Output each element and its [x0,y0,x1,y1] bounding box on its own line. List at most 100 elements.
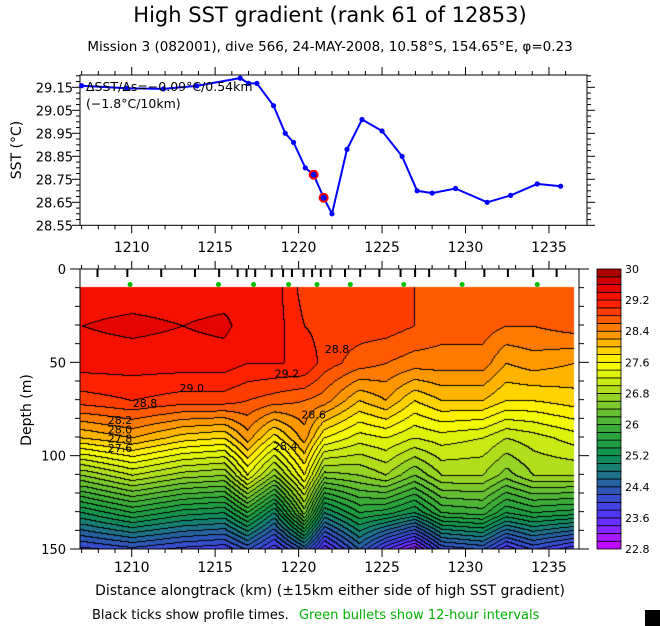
sst-point [399,153,405,159]
y-tick-label: 29.05 [36,104,73,119]
depth-tick-label: 50 [49,356,66,371]
sst-point [534,181,540,187]
y-tick-label: 28.55 [36,219,73,234]
sst-point [359,116,365,123]
sst-point [194,83,200,89]
x-tick-label: 1210 [114,240,150,256]
colorbar-band [596,533,622,542]
caption-black: Black ticks show profile times. [92,608,289,623]
x-tick-label: 1215 [197,560,233,576]
colorbar-label: 30 [625,263,639,276]
colorbar-band [596,361,622,371]
twelve-hour-bullet [314,282,320,287]
sst-point [484,199,490,205]
y-tick-label: 28.75 [36,173,73,188]
x-tick-label: 1235 [531,240,567,256]
contour-label: 28.0 [108,423,133,436]
sst-point [429,190,435,196]
sst-point [290,139,297,146]
sst-point [302,165,308,171]
x-tick-label: 1210 [114,560,150,576]
colorbar-label: 23.6 [625,512,650,525]
colorbar-label: 22.8 [625,543,650,556]
colorbar-band [596,455,622,464]
sst-point [124,85,130,91]
colorbar-band [596,393,622,402]
colorbar-band [596,276,622,285]
x-tick-label: 1230 [448,560,484,576]
sst-point [254,80,260,86]
highlighted-sst-point [308,169,319,180]
colorbar-band [596,291,622,301]
colorbar-band [596,323,622,332]
colorbar-band [596,509,622,519]
sst-point [558,183,564,189]
colorbar-band [596,439,622,449]
sst-point [282,130,288,136]
colorbar-label: 29.2 [625,294,650,307]
y-tick-label: 29.15 [36,81,73,96]
black-square-marker [645,610,660,626]
colorbar-band [596,369,622,379]
colorbar-band [596,525,622,534]
colorbar-band [596,470,622,480]
y-tick-label: 28.85 [36,150,73,165]
x-tick-label: 1220 [281,560,317,576]
sst-point [237,75,243,81]
colorbar-band [596,354,622,363]
chart-subtitle: Mission 3 (082001), dive 566, 24-MAY-200… [87,39,572,55]
x-axis-label: Distance alongtrack (km) (±15km either s… [95,583,565,599]
gradient-annotation: (−1.8°C/10km) [86,96,181,111]
sst-point [452,185,459,192]
colorbar-label: 25.2 [625,450,650,463]
colorbar-band [596,540,622,550]
colorbar-band [596,463,622,472]
contour-label: 27.8 [108,433,133,446]
contour-label: 28.4 [273,440,298,453]
x-tick-label: 1235 [531,560,567,576]
contour-label: 29.2 [275,367,300,380]
x-tick-label: 1225 [364,240,400,256]
colorbar-band [596,478,622,488]
colorbar-label: 26 [625,419,639,432]
contour-label: 28.2 [108,414,133,427]
colorbar-label: 27.6 [625,356,650,369]
caption: Black ticks show profile times. Green bu… [92,608,540,623]
x-tick-label: 1225 [364,560,400,576]
twelve-hour-bullet [251,282,257,287]
sst-point [245,80,252,86]
colorbar-band [596,424,622,433]
y-tick-label: 28.95 [36,127,73,142]
twelve-hour-bullet [459,282,465,287]
sst-plot: 29.15 29.05 28.95 28.85 28.75 28.65 28.55 1210 1… [36,67,595,256]
y-tick-label: 28.65 [36,196,73,211]
gradient-annotation: ΔSST/Δs=−0.09°C/0.54km [86,79,253,94]
twelve-hour-bullet [286,282,292,287]
colorbar-band [596,307,622,317]
colorbar-band [596,431,622,441]
colorbar-band [596,385,622,394]
colorbar-band [596,377,622,387]
colorbar-band [596,338,622,348]
contour-label: 27.6 [108,442,133,455]
contour-label: 28.8 [325,343,350,356]
sst-point [507,192,514,198]
twelve-hour-bullet [401,282,407,287]
twelve-hour-bullet [534,282,540,287]
twelve-hour-bullet [347,282,353,287]
contour-label: 28.6 [301,408,326,421]
sst-point [329,211,335,217]
sst-y-label: SST (°C) [9,121,25,179]
depth-section-plot: 0 50 100 150 1210 1215 1220 1225 1230 1235 29.2 29.… [41,261,589,576]
colorbar-band [596,408,622,418]
colorbar-band [596,494,622,503]
colorbar-label: 28.4 [625,325,650,338]
highlighted-sst-point [318,192,329,203]
colorbar-band [596,315,622,324]
sst-point [379,128,385,134]
contour-label: 29.0 [180,382,205,395]
colorbar-band [596,346,622,355]
sst-point [270,103,277,109]
